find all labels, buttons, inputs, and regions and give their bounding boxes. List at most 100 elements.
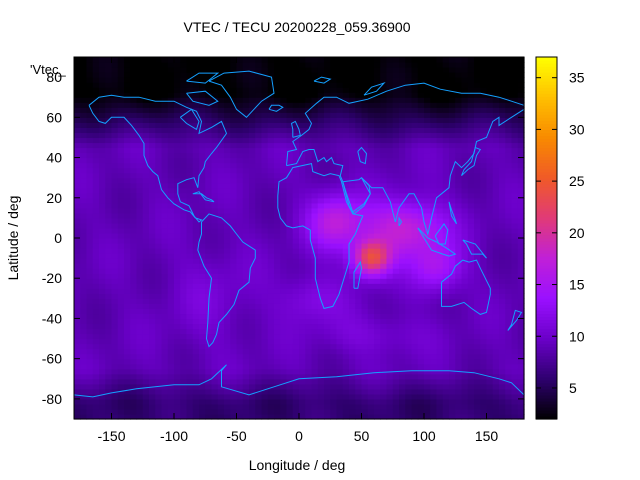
heatmap-cell: [374, 248, 381, 254]
heatmap-cell: [211, 383, 219, 390]
heatmap-cell: [155, 368, 163, 375]
heatmap-cell: [467, 162, 475, 169]
heatmap-cell: [430, 378, 438, 385]
heatmap-cell: [242, 388, 250, 395]
heatmap-cell: [236, 413, 244, 420]
heatmap-cell: [255, 253, 263, 259]
heatmap-cell: [186, 343, 194, 350]
heatmap-cell: [230, 82, 238, 88]
heatmap-cell: [286, 328, 294, 335]
heatmap-cell: [480, 177, 488, 184]
heatmap-cell: [230, 313, 238, 320]
heatmap-cell: [192, 243, 200, 249]
heatmap-cell: [230, 248, 238, 254]
heatmap-cell: [492, 217, 500, 224]
heatmap-cell: [417, 112, 425, 118]
heatmap-cell: [430, 107, 438, 113]
heatmap-cell: [142, 112, 150, 118]
heatmap-cell: [361, 238, 369, 244]
heatmap-cell: [74, 117, 81, 123]
heatmap-cell: [299, 187, 306, 194]
heatmap-cell: [236, 258, 244, 264]
heatmap-cell: [174, 232, 181, 239]
heatmap-cell: [399, 92, 406, 98]
heatmap-cell: [417, 273, 425, 279]
heatmap-cell: [442, 172, 450, 179]
heatmap-cell: [267, 227, 275, 234]
heatmap-cell: [99, 87, 106, 93]
heatmap-cell: [255, 227, 263, 234]
heatmap-cell: [486, 388, 494, 395]
heatmap-cell: [155, 72, 163, 78]
heatmap-cell: [80, 358, 88, 365]
heatmap-cell: [324, 197, 331, 204]
heatmap-cell: [292, 57, 300, 63]
heatmap-cell: [180, 333, 188, 340]
heatmap-cell: [342, 117, 350, 123]
heatmap-cell: [161, 378, 169, 385]
heatmap-cell: [474, 102, 481, 108]
heatmap-cell: [117, 383, 125, 390]
heatmap-cell: [292, 323, 300, 330]
heatmap-cell: [149, 82, 156, 88]
heatmap-cell: [217, 162, 225, 169]
heatmap-cell: [167, 313, 175, 320]
heatmap-cell: [380, 167, 388, 174]
heatmap-cell: [261, 172, 269, 179]
heatmap-cell: [149, 273, 156, 279]
heatmap-cell: [380, 383, 388, 390]
heatmap-cell: [230, 142, 238, 149]
heatmap-cell: [149, 152, 156, 159]
heatmap-cell: [267, 137, 275, 144]
heatmap-cell: [367, 413, 375, 420]
heatmap-cell: [505, 318, 513, 325]
heatmap-cell: [449, 102, 456, 108]
heatmap-cell: [236, 333, 244, 340]
heatmap-cell: [111, 62, 119, 68]
heatmap-cell: [205, 157, 213, 164]
heatmap-cell: [461, 383, 469, 390]
heatmap-cell: [492, 132, 500, 139]
heatmap-cell: [111, 157, 119, 164]
heatmap-cell: [217, 253, 225, 259]
heatmap-cell: [242, 363, 250, 370]
heatmap-cell: [461, 57, 469, 63]
heatmap-cell: [417, 217, 425, 224]
heatmap-cell: [467, 388, 475, 395]
heatmap-cell: [317, 172, 325, 179]
heatmap-cell: [424, 398, 431, 405]
heatmap-cell: [430, 343, 438, 350]
heatmap-cell: [361, 187, 369, 194]
heatmap-cell: [424, 288, 431, 294]
heatmap-cell: [74, 187, 81, 194]
heatmap-cell: [117, 333, 125, 340]
heatmap-cell: [455, 408, 463, 415]
heatmap-cell: [430, 278, 438, 284]
heatmap-cell: [342, 137, 350, 144]
heatmap-cell: [261, 318, 269, 325]
heatmap-cell: [486, 142, 494, 149]
heatmap-cell: [217, 182, 225, 189]
heatmap-cell: [161, 147, 169, 154]
heatmap-cell: [161, 263, 169, 269]
heatmap-cell: [224, 167, 231, 174]
heatmap-cell: [267, 383, 275, 390]
heatmap-cell: [305, 132, 313, 139]
heatmap-cell: [455, 313, 463, 320]
heatmap-cell: [180, 92, 188, 98]
heatmap-cell: [149, 142, 156, 149]
heatmap-cell: [292, 258, 300, 264]
heatmap-cell: [380, 132, 388, 139]
heatmap-cell: [411, 157, 419, 164]
heatmap-cell: [105, 92, 113, 98]
heatmap-cell: [249, 92, 256, 98]
heatmap-cell: [417, 328, 425, 335]
heatmap-cell: [267, 132, 275, 139]
heatmap-cell: [180, 388, 188, 395]
heatmap-cell: [217, 192, 225, 199]
heatmap-cell: [136, 197, 144, 204]
heatmap-cell: [474, 413, 481, 420]
heatmap-cell: [99, 298, 106, 304]
heatmap-cell: [505, 333, 513, 340]
heatmap-cell: [161, 323, 169, 330]
